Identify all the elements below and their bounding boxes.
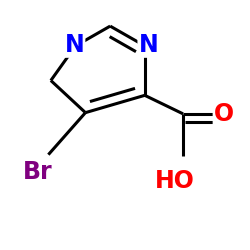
- Text: N: N: [138, 33, 158, 57]
- Text: HO: HO: [154, 168, 194, 192]
- Text: Br: Br: [22, 160, 52, 184]
- Text: N: N: [64, 33, 84, 57]
- Text: O: O: [214, 102, 234, 126]
